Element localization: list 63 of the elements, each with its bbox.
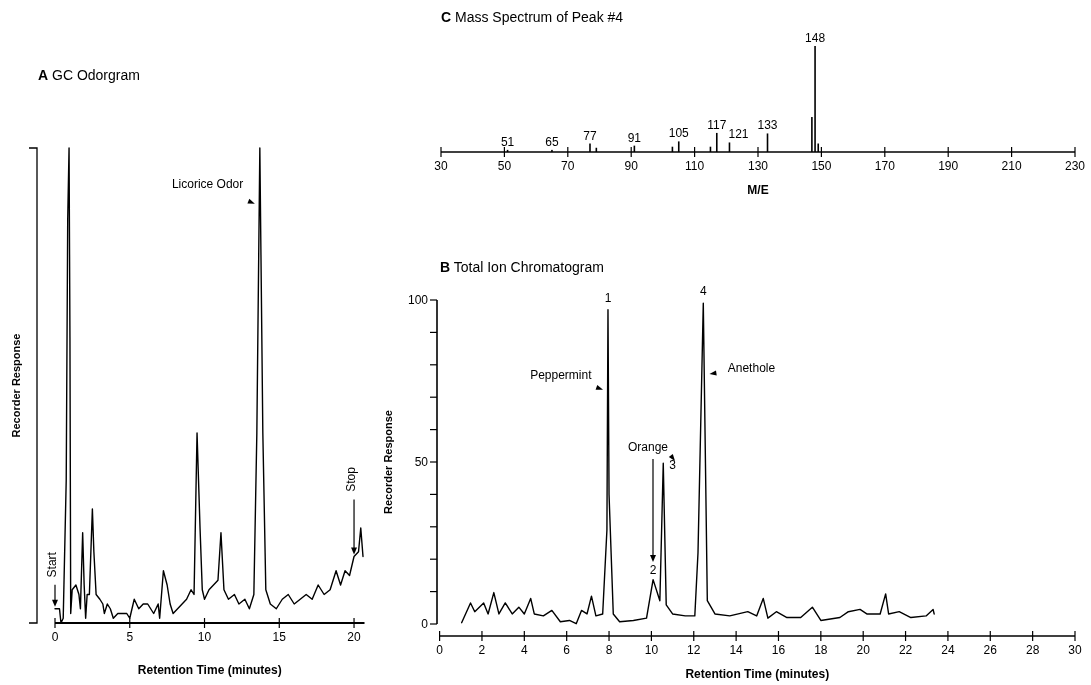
line-series xyxy=(460,302,935,625)
annotation: 133 xyxy=(757,118,778,133)
x-tick-label: 20 xyxy=(347,630,362,644)
x-tick-label: 2 xyxy=(478,643,486,657)
x-tick-label: 14 xyxy=(729,643,744,657)
chart-title: A GC Odorgram xyxy=(38,67,140,83)
y-tick-label: 100 xyxy=(407,293,429,308)
annotation: Licorice Odor xyxy=(171,177,244,191)
x-tick-label: 110 xyxy=(685,159,705,173)
annotation: 51 xyxy=(500,134,515,149)
y-tick-label: 50 xyxy=(414,455,429,470)
x-tick-label: 10 xyxy=(197,630,212,644)
x-tick-label: 230 xyxy=(1064,159,1086,173)
x-axis-title: Retention Time (minutes) xyxy=(137,663,282,677)
x-tick-label: 16 xyxy=(771,643,786,657)
annotation: 3 xyxy=(669,458,677,473)
x-tick-label: 15 xyxy=(272,630,287,644)
annotation: Orange xyxy=(627,440,669,454)
annotation: Stop xyxy=(344,466,359,492)
annotation: 65 xyxy=(545,134,559,149)
y-axis-title: Recorder Response xyxy=(10,333,22,438)
x-tick-label: 190 xyxy=(938,159,959,173)
x-tick-label: 50 xyxy=(497,159,512,173)
x-tick-label: 30 xyxy=(434,159,448,173)
annotation: 121 xyxy=(728,127,749,142)
annotation: Anethole xyxy=(727,360,776,375)
x-tick-label: 28 xyxy=(1025,643,1040,657)
x-tick-label: 10 xyxy=(644,643,659,657)
annotation: 117 xyxy=(707,117,727,132)
x-tick-label: 6 xyxy=(563,643,571,657)
x-tick-label: 70 xyxy=(561,159,575,173)
annotation: 148 xyxy=(805,31,826,45)
x-tick-label: 150 xyxy=(811,159,832,173)
x-tick-label: 0 xyxy=(51,630,59,644)
y-tick-label: 0 xyxy=(421,617,429,632)
x-tick-label: 170 xyxy=(874,159,896,173)
annotation: 105 xyxy=(668,126,690,141)
x-tick-label: 5 xyxy=(126,630,134,644)
x-tick-label: 12 xyxy=(687,643,701,657)
annotation: 77 xyxy=(583,128,597,143)
x-tick-label: 4 xyxy=(520,643,528,657)
annotation: Start xyxy=(45,551,60,578)
x-tick-label: 210 xyxy=(1001,159,1022,173)
annotation: 2 xyxy=(649,562,657,577)
x-tick-label: 24 xyxy=(941,643,955,657)
x-tick-label: 22 xyxy=(898,643,913,657)
x-tick-label: 26 xyxy=(983,643,998,657)
x-axis-title: Retention Time (minutes) xyxy=(685,667,830,681)
annotation: 4 xyxy=(699,284,707,299)
annotation: 1 xyxy=(604,290,612,305)
annotation: 91 xyxy=(627,130,642,145)
x-tick-label: 20 xyxy=(856,643,871,657)
y-axis-title: Recorder Response xyxy=(382,410,394,514)
x-tick-label: 30 xyxy=(1068,643,1082,657)
chart-title: C Mass Spectrum of Peak #4 xyxy=(441,9,624,25)
x-tick-label: 0 xyxy=(436,643,444,657)
x-tick-label: 8 xyxy=(605,643,613,657)
x-axis-title: M/E xyxy=(747,183,769,197)
chart-title: B Total Ion Chromatogram xyxy=(440,259,604,275)
x-tick-label: 18 xyxy=(814,643,828,657)
x-tick-label: 90 xyxy=(624,159,639,173)
x-tick-label: 130 xyxy=(747,159,769,173)
annotation: Peppermint xyxy=(530,367,593,382)
